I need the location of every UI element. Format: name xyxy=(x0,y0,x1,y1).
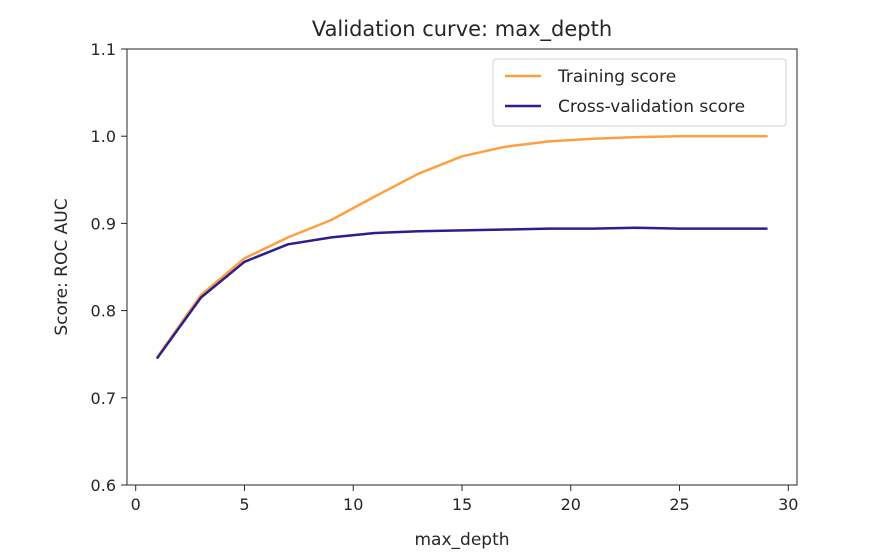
legend-label-cross-validation: Cross-validation score xyxy=(558,97,745,117)
chart-title: Validation curve: max_depth xyxy=(312,17,612,42)
x-tick-label: 10 xyxy=(343,495,363,514)
y-tick-label: 0.8 xyxy=(91,302,116,321)
x-tick-label: 30 xyxy=(778,495,798,514)
x-axis-ticks: 0 5 10 15 20 25 30 xyxy=(131,485,798,514)
plot-lines xyxy=(156,134,768,359)
y-tick-label: 0.7 xyxy=(91,389,116,408)
y-tick-label: 0.9 xyxy=(91,214,116,233)
y-axis-label: Score: ROC AUC xyxy=(52,198,72,335)
series-line-0 xyxy=(156,134,768,359)
legend-label-training: Training score xyxy=(557,67,676,87)
legend: Training score Cross-validation score xyxy=(492,58,787,127)
legend-box xyxy=(492,58,787,127)
y-axis-ticks: 0.6 0.7 0.8 0.9 1.0 1.1 xyxy=(91,40,127,495)
y-tick-label: 1.0 xyxy=(91,127,116,146)
y-tick-label: 0.6 xyxy=(91,476,116,495)
x-tick-label: 5 xyxy=(239,495,249,514)
x-tick-label: 15 xyxy=(452,495,472,514)
series-line-1 xyxy=(156,226,768,359)
y-tick-label: 1.1 xyxy=(91,40,116,59)
x-tick-label: 0 xyxy=(131,495,141,514)
x-tick-label: 20 xyxy=(561,495,581,514)
x-tick-label: 25 xyxy=(669,495,689,514)
x-axis-label: max_depth xyxy=(414,530,509,550)
